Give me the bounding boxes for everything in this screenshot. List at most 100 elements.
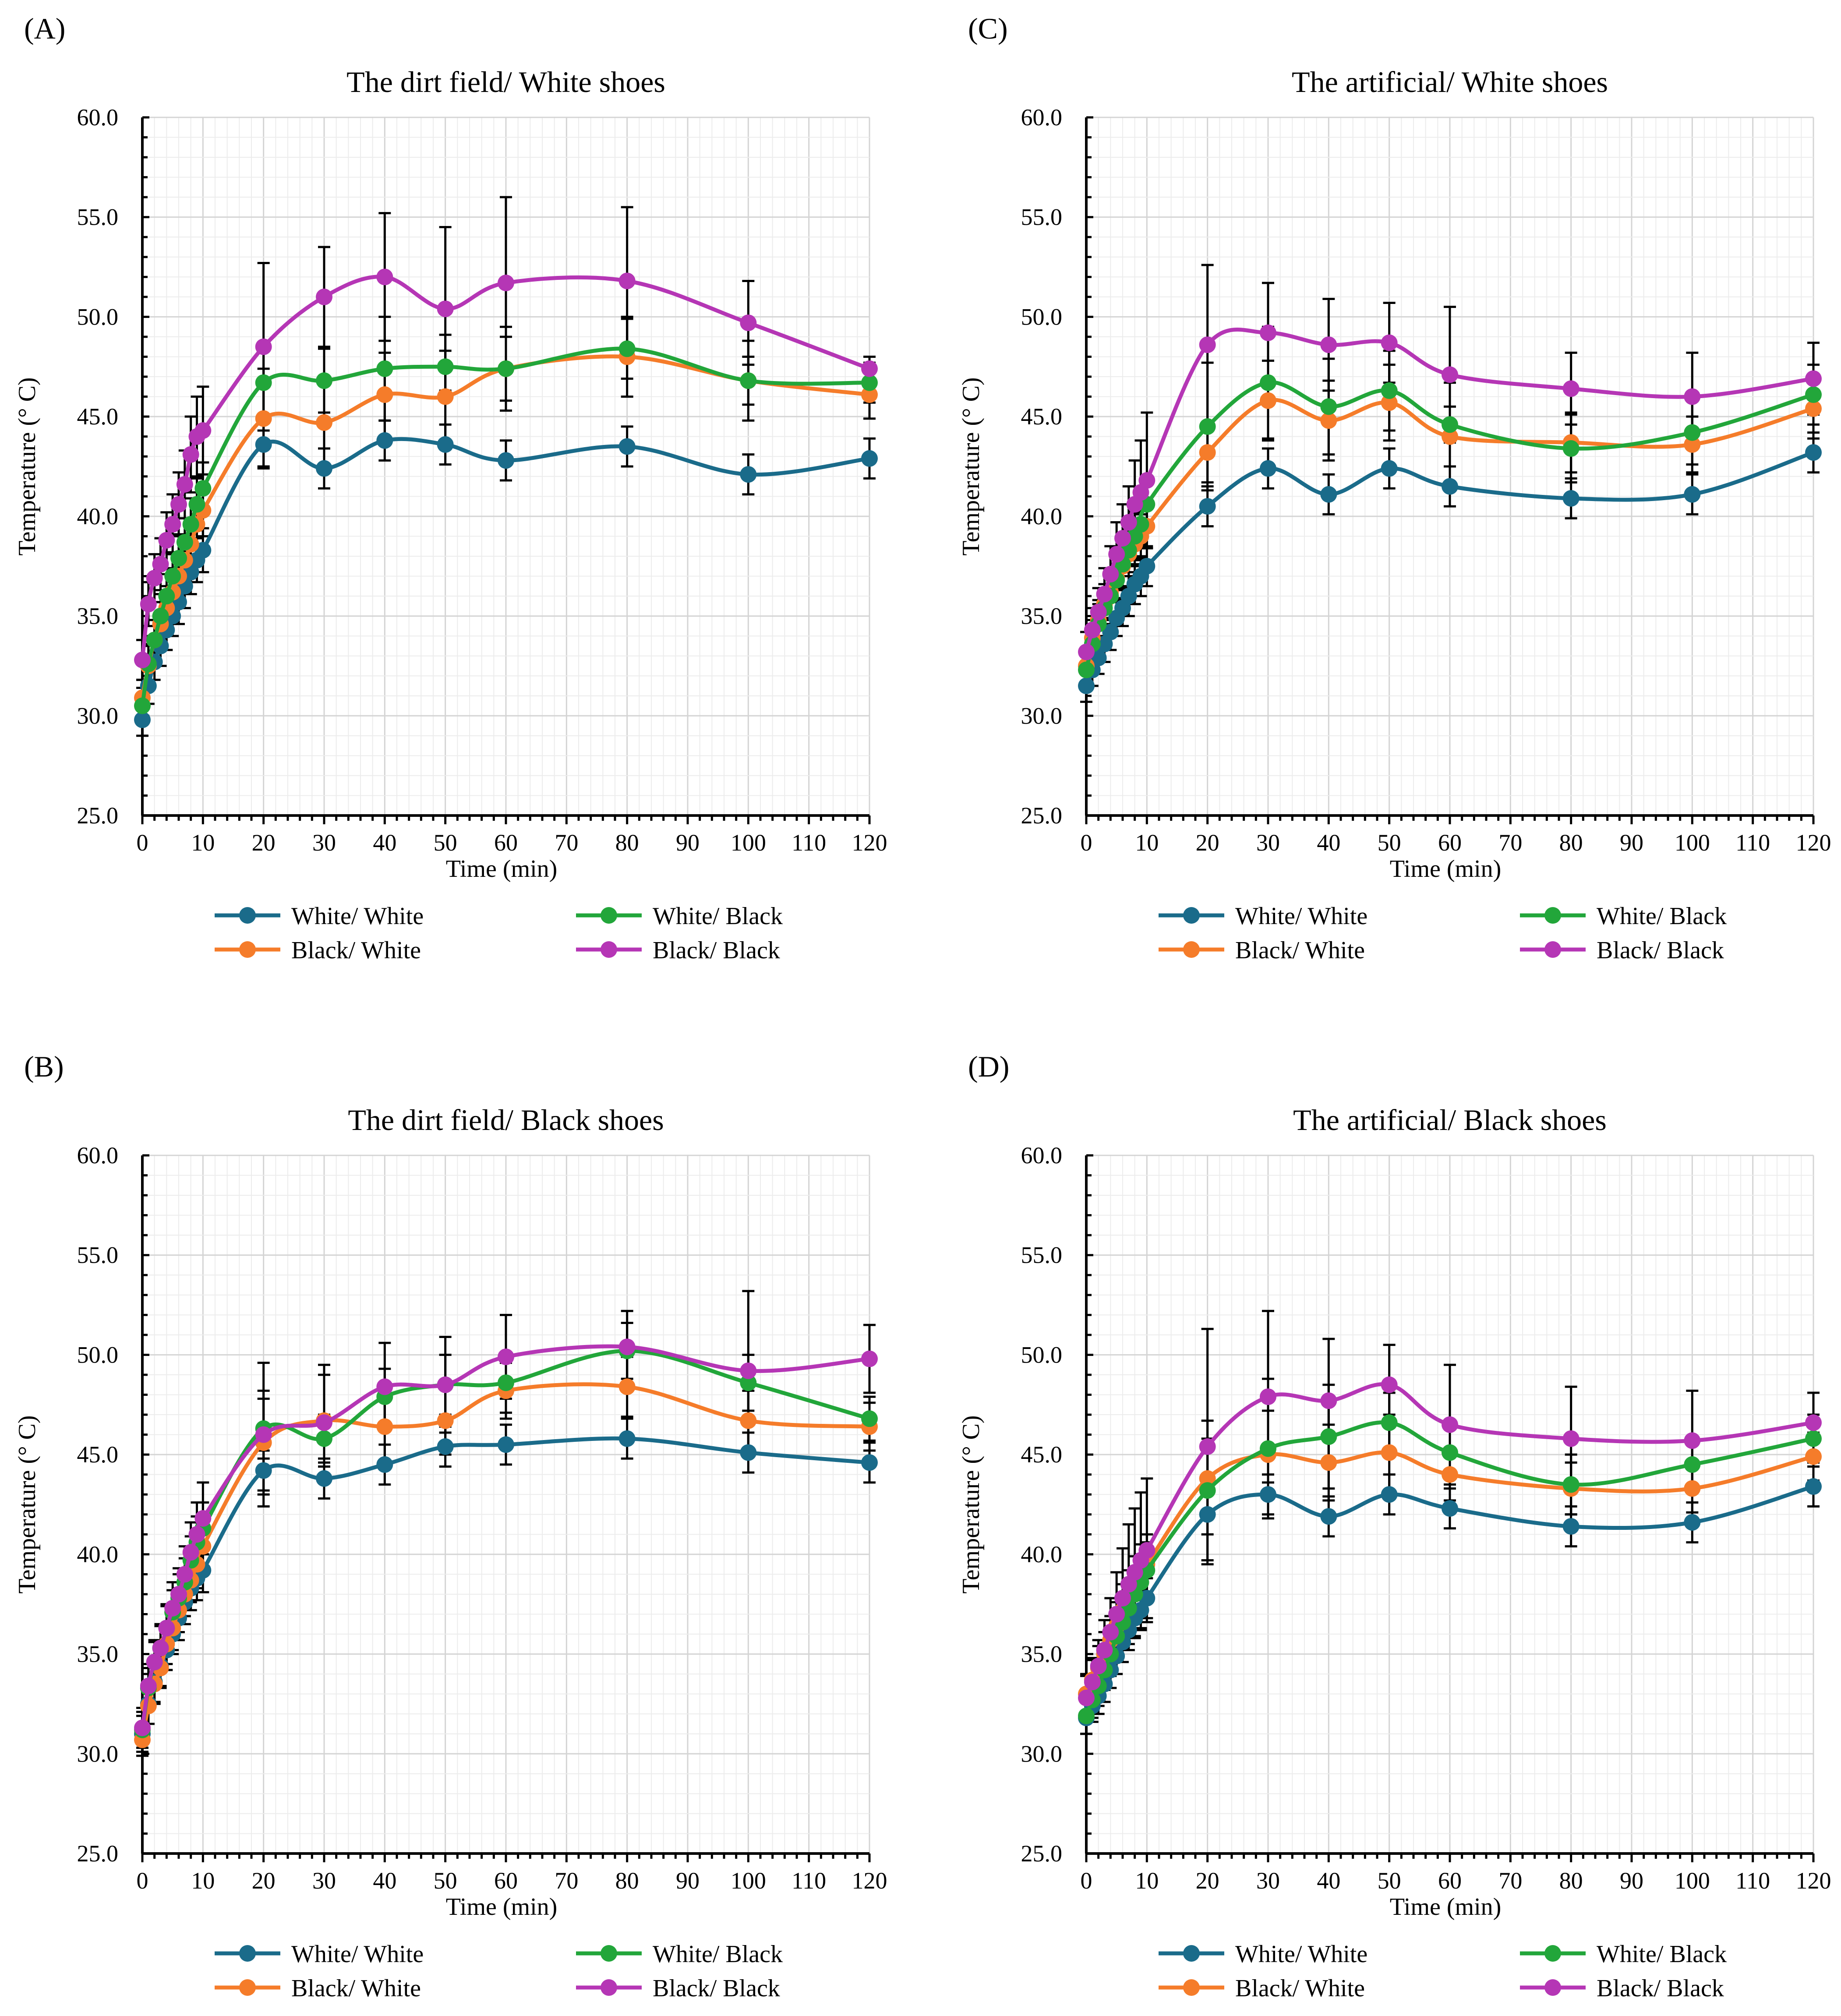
- y-tick-label: 35.0: [1021, 603, 1063, 629]
- data-point: [194, 1510, 212, 1527]
- data-point: [1805, 444, 1822, 461]
- data-point: [152, 1639, 169, 1656]
- data-point: [1138, 1542, 1155, 1559]
- x-tick-label: 90: [676, 1868, 700, 1894]
- data-point: [255, 1426, 272, 1443]
- x-axis-label: Time (min): [446, 1893, 558, 1921]
- x-tick-label: 50: [1378, 1868, 1401, 1894]
- data-point: [1084, 1674, 1101, 1691]
- data-point: [164, 516, 181, 533]
- x-tick-label: 80: [615, 830, 639, 856]
- data-point: [146, 632, 163, 649]
- circle-marker-icon: [239, 907, 256, 924]
- data-point: [1260, 1440, 1276, 1457]
- data-point: [1442, 366, 1458, 383]
- legend-item: White/ White: [215, 903, 424, 930]
- data-point: [1260, 324, 1276, 341]
- circle-marker-icon: [239, 1945, 256, 1962]
- data-point: [861, 360, 878, 377]
- data-point: [1320, 412, 1337, 429]
- x-tick-label: 20: [252, 830, 276, 856]
- legend: White/ White White/ Black Black/ White Blac…: [215, 903, 783, 964]
- data-point: [1320, 336, 1337, 353]
- x-tick-label: 40: [1317, 1868, 1340, 1894]
- legend-item: White/ White: [1159, 1941, 1367, 1968]
- y-tick-label: 55.0: [77, 1242, 119, 1268]
- legend-label: White/ White: [1235, 903, 1367, 930]
- data-point: [1381, 1414, 1398, 1431]
- data-point: [1684, 1432, 1701, 1449]
- data-point: [1260, 392, 1276, 409]
- x-tick-label: 20: [252, 1868, 276, 1894]
- data-point: [1138, 472, 1155, 489]
- x-tick-label: 10: [1135, 1868, 1159, 1894]
- data-point: [182, 1544, 199, 1561]
- x-tick-label: 110: [1735, 1868, 1770, 1894]
- data-point: [1108, 546, 1125, 563]
- data-point: [152, 607, 169, 625]
- data-point: [1381, 460, 1398, 477]
- data-point: [498, 275, 514, 292]
- y-tick-label: 40.0: [1021, 503, 1063, 530]
- data-point: [1320, 1428, 1337, 1445]
- data-point: [1199, 498, 1216, 515]
- x-tick-label: 0: [137, 830, 148, 856]
- data-point: [1320, 1454, 1337, 1471]
- data-point: [1684, 424, 1701, 441]
- data-point: [618, 438, 636, 455]
- data-point: [134, 711, 151, 728]
- data-point: [1562, 1518, 1580, 1535]
- data-point: [152, 556, 169, 573]
- grid: [141, 1155, 870, 1854]
- y-tick-label: 55.0: [77, 204, 119, 230]
- x-tick-label: 60: [494, 830, 518, 856]
- circle-marker-icon: [1183, 1945, 1200, 1962]
- data-point: [376, 386, 393, 403]
- y-tick-label: 45.0: [77, 403, 119, 430]
- data-point: [437, 1376, 454, 1393]
- x-tick-label: 30: [312, 830, 336, 856]
- x-tick-label: 110: [1735, 830, 1770, 856]
- x-tick-label: 80: [1559, 1868, 1583, 1894]
- data-point: [176, 534, 193, 551]
- y-axis-label: Temperature (° C): [958, 1415, 985, 1593]
- y-tick-label: 35.0: [77, 1641, 119, 1667]
- data-point: [1320, 1392, 1337, 1409]
- x-tick-label: 110: [792, 830, 826, 856]
- legend-label: White/ Black: [1597, 903, 1727, 930]
- data-point: [1199, 418, 1216, 435]
- data-point: [376, 360, 393, 377]
- data-point: [188, 1526, 205, 1543]
- data-point: [316, 372, 332, 389]
- data-point: [1684, 1456, 1701, 1473]
- data-point: [1442, 1500, 1458, 1517]
- data-point: [158, 532, 175, 549]
- data-point: [1684, 1480, 1701, 1497]
- y-tick-label: 35.0: [1021, 1641, 1063, 1667]
- data-point: [1381, 1376, 1398, 1393]
- y-axis-label: Temperature (° C): [14, 1415, 41, 1593]
- data-point: [255, 436, 272, 453]
- legend-label: White/ White: [1235, 1941, 1367, 1968]
- data-point: [740, 466, 757, 483]
- y-tick-label: 60.0: [1021, 1142, 1063, 1169]
- data-point: [740, 1412, 757, 1429]
- y-tick-label: 50.0: [1021, 304, 1063, 330]
- data-point: [134, 697, 151, 714]
- legend-item: Black/ Black: [1520, 1975, 1724, 2002]
- legend-label: Black/ White: [291, 1975, 421, 2002]
- x-tick-label: 0: [1081, 1868, 1092, 1894]
- legend-item: Black/ Black: [576, 937, 780, 964]
- y-tick-label: 30.0: [77, 1741, 119, 1767]
- x-tick-label: 120: [1796, 1868, 1831, 1894]
- x-tick-label: 40: [373, 1868, 396, 1894]
- circle-marker-icon: [239, 941, 256, 958]
- data-point: [861, 1454, 878, 1471]
- data-point: [437, 300, 454, 318]
- y-tick-label: 55.0: [1021, 204, 1063, 230]
- data-point: [1442, 416, 1458, 433]
- data-point: [316, 288, 332, 305]
- circle-marker-icon: [1183, 907, 1200, 924]
- data-point: [498, 360, 514, 377]
- data-point: [1562, 1430, 1580, 1447]
